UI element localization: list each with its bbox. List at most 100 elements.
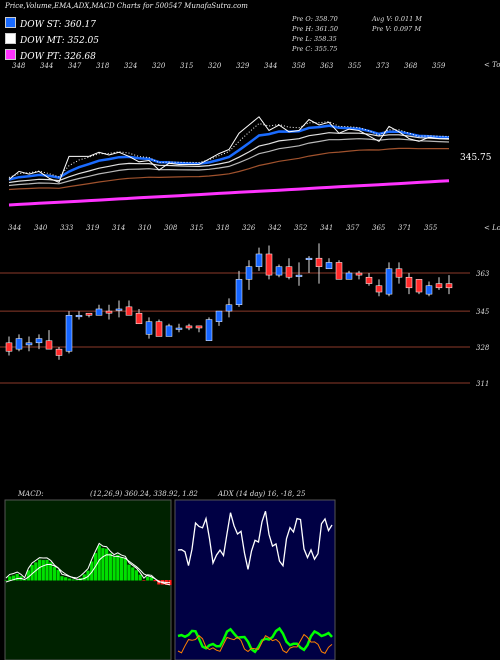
legend-dow-st: DOW ST: 360.17 bbox=[5, 17, 96, 30]
bottom-label: 319 bbox=[86, 224, 100, 232]
legend-label-st: DOW ST: 360.17 bbox=[20, 20, 96, 30]
candle-body bbox=[185, 325, 193, 329]
macd-bar bbox=[127, 564, 131, 581]
adx-panel bbox=[174, 499, 336, 660]
candle-body bbox=[25, 342, 33, 346]
macd-bar bbox=[134, 570, 139, 581]
bottom-label: 342 bbox=[268, 224, 282, 232]
candle bbox=[245, 260, 253, 290]
macd-bar bbox=[11, 575, 16, 581]
macd-params: (12,26,9) 360.24, 338.92, 1.82 bbox=[90, 490, 198, 498]
candle bbox=[75, 311, 83, 320]
candle-body bbox=[5, 342, 13, 352]
candle bbox=[15, 334, 23, 352]
macd-bar bbox=[60, 576, 64, 581]
macd-bar bbox=[75, 579, 79, 581]
macd-bar bbox=[8, 576, 12, 581]
macd-bar bbox=[97, 545, 101, 581]
macd-bar bbox=[119, 557, 124, 581]
candle-body bbox=[145, 321, 153, 335]
candle-body bbox=[75, 315, 83, 318]
candle bbox=[95, 304, 103, 316]
adx-plus-di-line bbox=[177, 626, 333, 654]
candle bbox=[425, 281, 433, 297]
top-label: 363 bbox=[320, 62, 334, 70]
candle bbox=[235, 270, 243, 307]
candle-body bbox=[35, 338, 43, 344]
candle bbox=[225, 298, 233, 318]
tops-axis-label: < Tops bbox=[484, 61, 500, 69]
candle bbox=[55, 347, 63, 360]
macd-bar bbox=[4, 580, 8, 581]
bottom-label: 308 bbox=[164, 224, 178, 232]
chart-title: Price,Volume,EMA,ADX,MACD Charts for 500… bbox=[5, 2, 248, 10]
top-label: 358 bbox=[292, 62, 306, 70]
candle bbox=[255, 247, 263, 271]
ema-dotted-line bbox=[8, 121, 450, 178]
candle-body bbox=[365, 276, 373, 284]
bottom-label: 344 bbox=[8, 224, 21, 232]
legend-label-mt: DOW MT: 352.05 bbox=[20, 36, 99, 46]
candle bbox=[305, 256, 313, 273]
candle bbox=[185, 323, 193, 331]
candle bbox=[395, 262, 403, 284]
lows-axis-label: < Lows bbox=[484, 224, 500, 232]
stat-low: Pre L: 358.35 bbox=[292, 35, 337, 43]
legend-swatch-st bbox=[5, 17, 16, 28]
candle-body bbox=[305, 257, 313, 260]
candle-body bbox=[105, 310, 113, 314]
candle-body bbox=[295, 274, 303, 277]
macd-line bbox=[5, 542, 171, 584]
candle-body bbox=[325, 262, 333, 270]
level-label: 363 bbox=[476, 270, 490, 278]
macd-bar bbox=[82, 574, 86, 581]
candle-body bbox=[55, 348, 63, 356]
candle-body bbox=[315, 257, 323, 267]
macd-bar bbox=[71, 579, 75, 581]
top-label: 320 bbox=[152, 62, 166, 70]
legend-swatch-pt bbox=[5, 49, 16, 60]
candle-body bbox=[355, 272, 363, 276]
macd-bar bbox=[138, 574, 142, 581]
adx-line bbox=[177, 510, 333, 570]
macd-bar bbox=[64, 577, 68, 581]
candle bbox=[125, 300, 133, 316]
macd-bar bbox=[146, 576, 150, 581]
macd-bar bbox=[41, 560, 45, 581]
candle bbox=[295, 262, 303, 286]
macd-bar bbox=[101, 548, 105, 581]
macd-bar bbox=[67, 578, 71, 581]
ema-mid-line bbox=[8, 132, 450, 184]
candle-body bbox=[65, 315, 73, 352]
bottom-label: 357 bbox=[346, 224, 360, 232]
candle-body bbox=[435, 283, 443, 289]
top-label: 329 bbox=[236, 62, 250, 70]
candle bbox=[215, 310, 223, 326]
macd-bar bbox=[49, 562, 53, 581]
candle bbox=[315, 243, 323, 284]
adx-params: (14 day) 16, -18, 25 bbox=[236, 490, 306, 498]
macd-bar bbox=[131, 567, 135, 581]
macd-bar bbox=[86, 570, 90, 581]
ema-long-line bbox=[8, 147, 449, 191]
macd-bar bbox=[15, 574, 19, 581]
candle bbox=[155, 319, 163, 337]
bottom-label: 310 bbox=[138, 224, 152, 232]
bottom-label: 352 bbox=[294, 224, 308, 232]
candle bbox=[385, 262, 393, 297]
stat-open: Pre O: 358.70 bbox=[292, 15, 338, 23]
candle-body bbox=[235, 279, 243, 305]
legend-label-pt: DOW PT: 326.68 bbox=[20, 52, 96, 62]
candle-body bbox=[15, 338, 23, 350]
candle-body bbox=[165, 325, 173, 337]
adx-title: ADX bbox=[217, 490, 235, 498]
macd-bar bbox=[142, 580, 146, 581]
candle-body bbox=[215, 310, 223, 322]
candle bbox=[35, 334, 43, 350]
candle bbox=[355, 270, 363, 280]
bottom-label: 326 bbox=[242, 224, 256, 232]
top-label: 320 bbox=[208, 62, 222, 70]
top-label: 355 bbox=[348, 62, 362, 70]
stat-prev-volume: Pre V: 0.097 M bbox=[372, 25, 422, 33]
macd-bar bbox=[34, 562, 38, 581]
